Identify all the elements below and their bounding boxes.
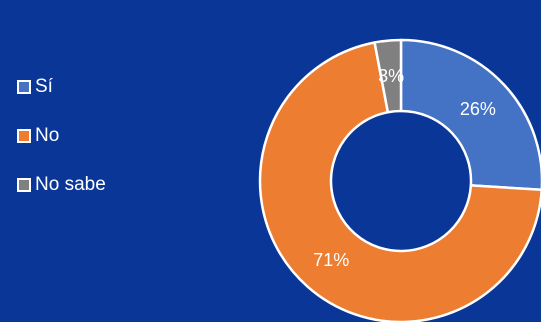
- legend-swatch-si: [17, 80, 31, 94]
- data-label-no-sabe: 3%: [378, 66, 404, 86]
- data-label-si: 26%: [460, 99, 496, 119]
- legend: Sí No No sabe: [17, 76, 106, 223]
- slice-si: [399, 38, 541, 192]
- legend-swatch-no: [17, 129, 31, 143]
- legend-item-no-sabe: No sabe: [17, 174, 106, 196]
- legend-label-no-sabe: No sabe: [35, 174, 106, 195]
- slice-no: [258, 41, 541, 322]
- slice-no-sabe: [373, 38, 403, 114]
- legend-swatch-no-sabe: [17, 178, 31, 192]
- legend-item-no: No: [17, 125, 106, 147]
- legend-item-si: Sí: [17, 76, 106, 98]
- legend-label-no: No: [35, 125, 60, 146]
- legend-label-si: Sí: [35, 76, 53, 97]
- data-label-no: 71%: [313, 250, 349, 270]
